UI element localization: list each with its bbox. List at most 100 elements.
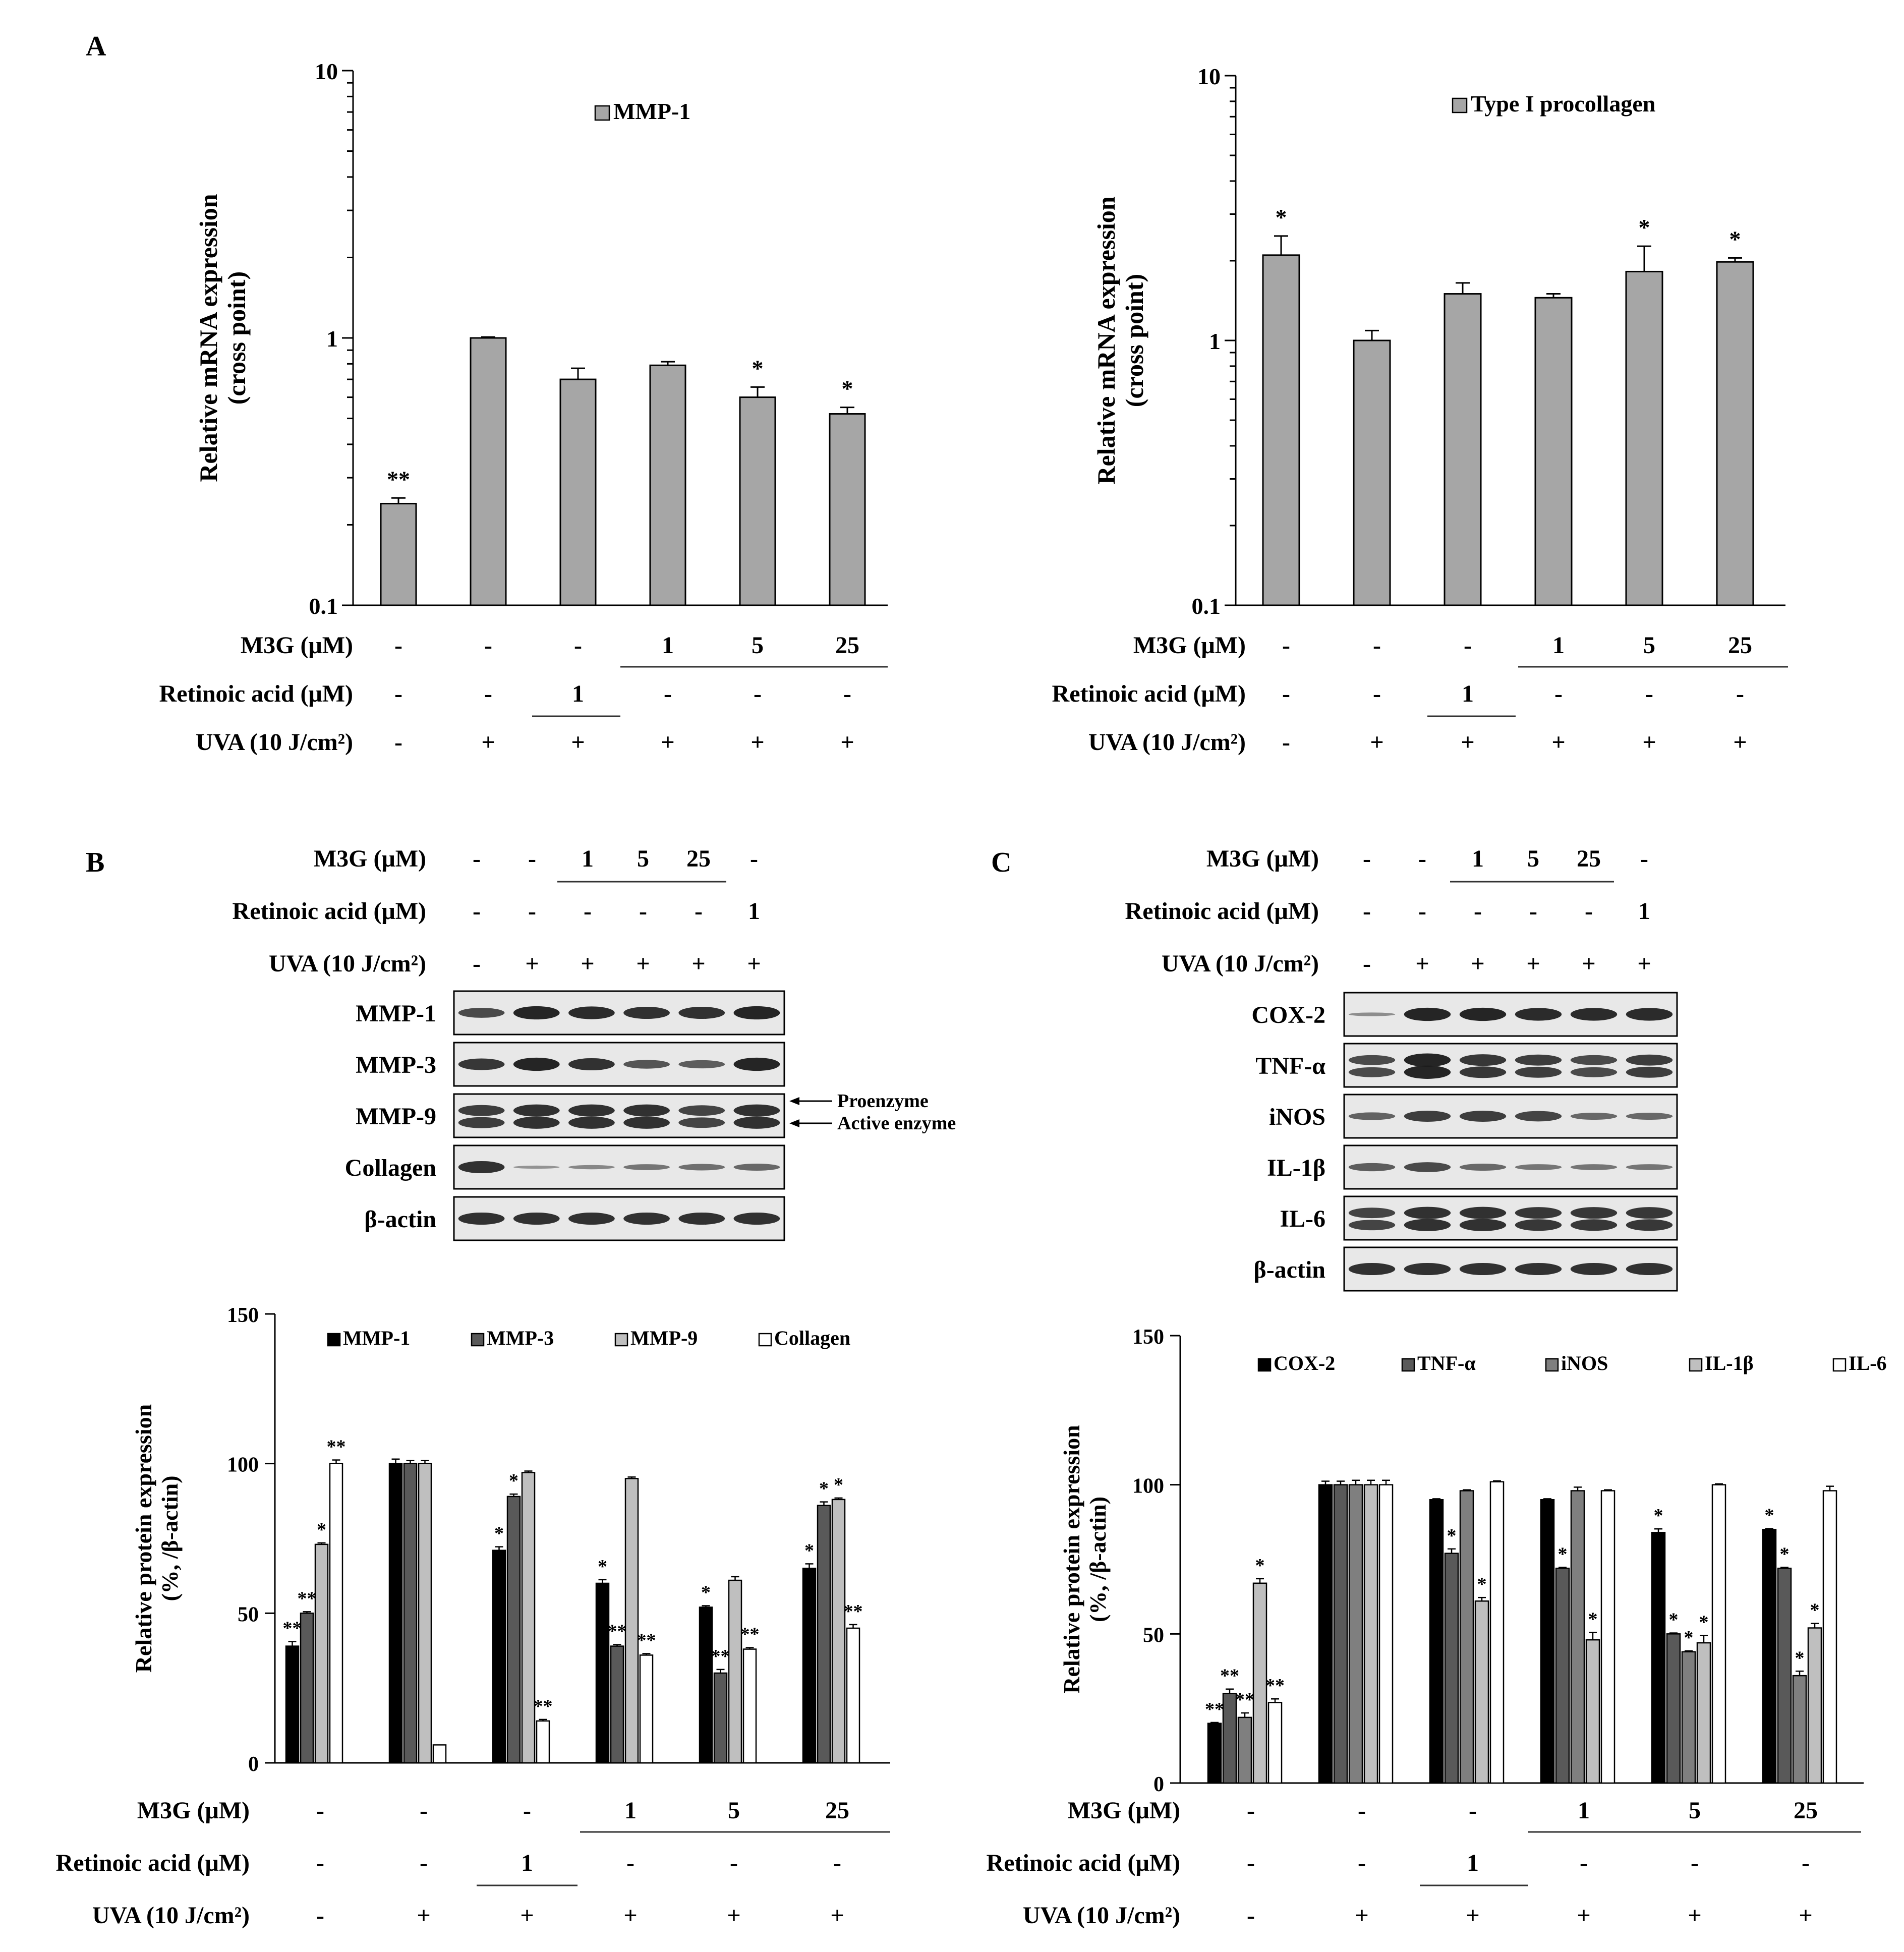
treatment-value: - <box>1529 898 1537 925</box>
treatment-value: + <box>840 729 854 756</box>
bar-iNOS <box>1459 1490 1474 1784</box>
treatment-value: - <box>1358 1797 1366 1824</box>
chart-A-left: 0.1 1 10 Relative mRNA expression (cross poi… <box>194 59 888 619</box>
treatment-value: - <box>1373 680 1381 707</box>
blot-band <box>1515 1008 1562 1021</box>
legend-swatch <box>1257 1358 1272 1372</box>
legend-label: TNF-α <box>1417 1352 1476 1374</box>
blot-band <box>1404 1007 1451 1021</box>
blot-band <box>513 1057 560 1071</box>
significance-mark: * <box>1276 204 1287 230</box>
treatment-value: + <box>1577 1902 1590 1929</box>
y-axis-label: Relative mRNA expression <box>1092 196 1120 484</box>
bar-MMP-3 <box>300 1613 314 1764</box>
significance-mark: ** <box>1220 1666 1239 1687</box>
treatment-row-label: M3G (μM) <box>1068 1797 1180 1824</box>
treatment-row-label: UVA (10 J/cm²) <box>1088 729 1246 756</box>
treatment-value: - <box>1363 898 1371 925</box>
treatment-value: - <box>1358 1850 1366 1876</box>
treatment-value: + <box>1415 950 1429 977</box>
annotation-label: Proenzyme <box>837 1090 929 1112</box>
treatment-value: 5 <box>752 632 764 659</box>
chart-A-right: 0.1 1 10 Relative mRNA expression (cross poi… <box>1092 64 1785 619</box>
chart-C-chart: 0 50 100 150 Relative protein expression (%, … <box>1059 1326 1887 1796</box>
treatment-value: - <box>420 1850 428 1876</box>
y-axis-label-2: (cross point) <box>1120 274 1148 407</box>
significance-mark: * <box>834 1474 843 1496</box>
significance-mark: * <box>752 355 764 381</box>
blot-band <box>1348 1055 1396 1065</box>
legend-swatch <box>758 1333 772 1347</box>
treatment-value: - <box>626 1850 634 1876</box>
blot-band <box>1459 1054 1507 1066</box>
legend-label: COX-2 <box>1274 1352 1335 1374</box>
significance-mark: * <box>509 1470 518 1491</box>
legend-swatch <box>614 1333 628 1347</box>
chart-B-chart: 0 50 100 150 Relative protein expression (%, … <box>131 1304 890 1776</box>
blot-band <box>1626 1008 1673 1021</box>
treatment-value: + <box>520 1902 534 1929</box>
blot-band <box>733 1104 780 1117</box>
bar-COX-2 <box>1207 1723 1222 1784</box>
bar-MMP-1 <box>285 1645 300 1764</box>
blot-band <box>513 1165 560 1169</box>
blot-band <box>1348 1262 1396 1276</box>
bar-iNOS <box>1792 1675 1807 1784</box>
bar-Collagen <box>639 1654 654 1764</box>
blot-band <box>1515 1207 1562 1219</box>
bar-MMP-9 <box>418 1463 432 1764</box>
blot-band <box>1459 1219 1507 1231</box>
treatment-value: + <box>481 729 495 756</box>
treatment-row-label: Retinoic acid (μM) <box>233 898 426 925</box>
blot-band <box>733 1057 780 1071</box>
blot-strip <box>1343 1246 1678 1292</box>
blot-row-label: MMP-9 <box>356 1103 436 1130</box>
bar-MMP-3 <box>403 1463 418 1764</box>
y-tick-label: 10 <box>1197 64 1221 89</box>
bar-Collagen <box>329 1463 343 1764</box>
blot-band <box>1626 1207 1673 1219</box>
blot-band <box>1515 1262 1562 1276</box>
blot-band <box>1626 1219 1673 1231</box>
bar-IL-1β <box>1252 1582 1267 1784</box>
bar-Collagen <box>536 1720 550 1764</box>
bar-TNF-α <box>1555 1567 1570 1784</box>
bar-COX-2 <box>1540 1499 1555 1784</box>
y-axis-label: Relative mRNA expression <box>194 194 222 482</box>
treatment-row-label: UVA (10 J/cm²) <box>196 729 353 756</box>
treatment-value: 25 <box>1728 632 1752 659</box>
significance-mark: ** <box>740 1624 760 1645</box>
bar-MMP-9 <box>314 1543 329 1764</box>
treatment-row-label: Retinoic acid (μM) <box>987 1850 1180 1876</box>
treatment-value: - <box>1282 680 1290 707</box>
arrow-head <box>789 1119 799 1127</box>
blot-band <box>1626 1262 1673 1276</box>
blot-band <box>458 1008 505 1018</box>
blot-strip <box>453 1093 785 1138</box>
treatment-value: + <box>830 1902 844 1929</box>
treatment-value: - <box>1247 1850 1255 1876</box>
blot-band <box>1348 1163 1396 1172</box>
blot-band <box>733 1163 780 1171</box>
treatment-block: M3G (μM) - - - 1 5 25 Retinoic acid (μM) - - 1 - - - U… <box>987 1797 1861 1929</box>
significance-mark: * <box>1699 1612 1709 1633</box>
treatment-value: - <box>1469 1797 1477 1824</box>
y-tick-label: 150 <box>227 1304 259 1327</box>
treatment-value: - <box>394 729 402 756</box>
treatment-value: + <box>1466 1902 1479 1929</box>
bar-Type I procollagen <box>1716 261 1754 606</box>
bar-Type I procollagen <box>1534 297 1573 606</box>
treatment-row-label: Retinoic acid (μM) <box>56 1850 250 1876</box>
treatment-value: 1 <box>572 680 584 707</box>
blot-band <box>568 1116 615 1129</box>
treatment-value: + <box>1355 1902 1368 1929</box>
treatment-value: + <box>1370 729 1383 756</box>
blot-row-label: MMP-3 <box>356 1052 436 1078</box>
treatment-value: - <box>394 680 402 707</box>
blot-band <box>623 1006 670 1019</box>
treatment-value: - <box>1554 680 1563 707</box>
treatment-value: 25 <box>1794 1797 1818 1824</box>
treatment-value: - <box>420 1797 428 1824</box>
treatment-value: - <box>316 1797 324 1824</box>
